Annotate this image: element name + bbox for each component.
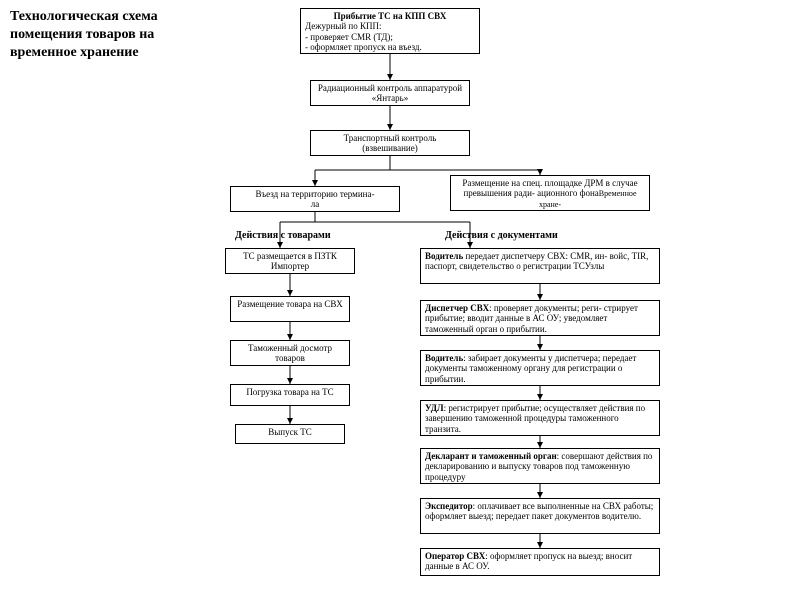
- node-d1-hdr: Водитель: [425, 251, 463, 261]
- node-d4-body: : регистрирует прибытие; осуществляет де…: [425, 403, 645, 434]
- node-d2-hdr: Диспетчер СВХ: [425, 303, 489, 313]
- node-g3: Таможенный досмотр товаров: [230, 340, 350, 366]
- node-arrival-header: Прибытие ТС на КПП СВХ: [305, 11, 475, 21]
- node-arrival-body: Дежурный по КПП: - проверяет CMR (ТД); -…: [305, 21, 475, 52]
- node-arrival: Прибытие ТС на КПП СВХ Дежурный по КПП: …: [300, 8, 480, 54]
- node-d2: Диспетчер СВХ: проверяет документы; реги…: [420, 300, 660, 336]
- section-docs-label: Действия с документами: [445, 230, 558, 241]
- node-d7: Оператор СВХ: оформляет пропуск на выезд…: [420, 548, 660, 576]
- node-d3-hdr: Водитель: [425, 353, 463, 363]
- node-entry: Въезд на территорию термина- ла: [230, 186, 400, 212]
- node-g5: Выпуск ТС: [235, 424, 345, 444]
- node-d5-hdr: Декларант и таможенный орган: [425, 451, 557, 461]
- node-g1: ТС размещается в ПЗТК Импортер: [225, 248, 355, 274]
- section-goods-label: Действия с товарами: [235, 230, 331, 241]
- page-title: Технологическая схема помещения товаров …: [10, 8, 200, 63]
- node-d6-hdr: Экспедитор: [425, 501, 473, 511]
- node-g4: Погрузка товара на ТС: [230, 384, 350, 406]
- node-drm: Размещение на спец. площадке ДРМ в случа…: [450, 175, 650, 211]
- node-transport: Транспортный контроль (взвешивание): [310, 130, 470, 156]
- node-d4-hdr: УДЛ: [425, 403, 444, 413]
- node-radiation: Радиационный контроль аппаратурой «Янтар…: [310, 80, 470, 106]
- node-d3: Водитель: забирает документы у диспетчер…: [420, 350, 660, 386]
- node-d7-hdr: Оператор СВХ: [425, 551, 485, 561]
- node-d6: Экспедитор: оплачивает все выполненные н…: [420, 498, 660, 534]
- node-g2: Размещение товара на СВХ: [230, 296, 350, 322]
- node-d1: Водитель передает диспетчеру СВХ: CMR, и…: [420, 248, 660, 284]
- node-d5: Декларант и таможенный орган: совершают …: [420, 448, 660, 484]
- node-d4: УДЛ: регистрирует прибытие; осуществляет…: [420, 400, 660, 436]
